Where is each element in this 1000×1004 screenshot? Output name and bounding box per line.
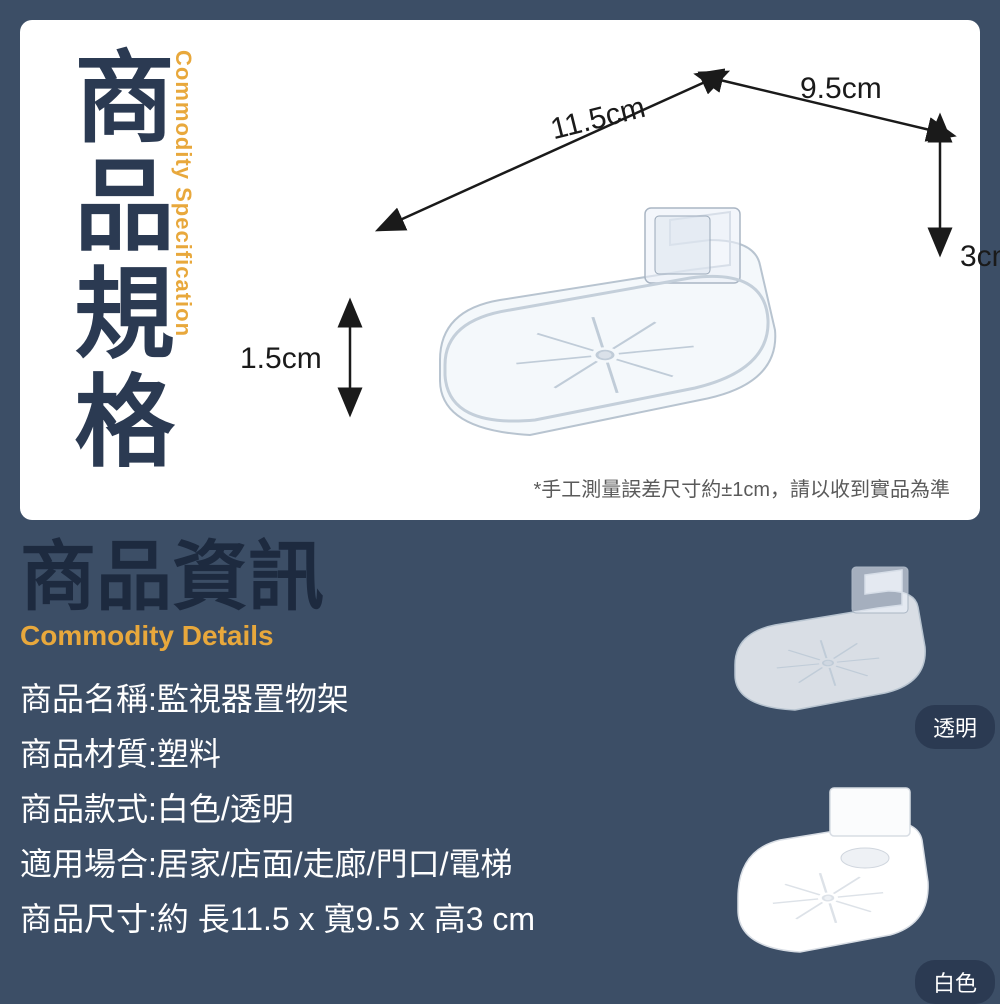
product-diagram: 9.5cm 11.5cm 3cm 1.5cm xyxy=(240,50,960,470)
variant-tray-clear xyxy=(700,545,940,725)
spec-panel: 商品規格 Commodity Specification xyxy=(20,20,980,520)
measurement-disclaimer: *手工測量誤差尺寸約±1cm，請以收到實品為準 xyxy=(533,473,950,502)
variant-tray-white xyxy=(700,770,940,970)
dim-height-front: 1.5cm xyxy=(240,342,322,376)
variant-badge-white: 白色 xyxy=(915,960,995,1004)
dim-height-back: 3cm xyxy=(960,240,1000,274)
spec-title-cn: 商品規格 xyxy=(60,45,170,477)
variant-badge-clear: 透明 xyxy=(915,705,995,749)
product-tray-main xyxy=(380,170,800,450)
spec-title-en: Commodity Specification xyxy=(170,50,196,337)
dim-width: 9.5cm xyxy=(800,72,882,106)
